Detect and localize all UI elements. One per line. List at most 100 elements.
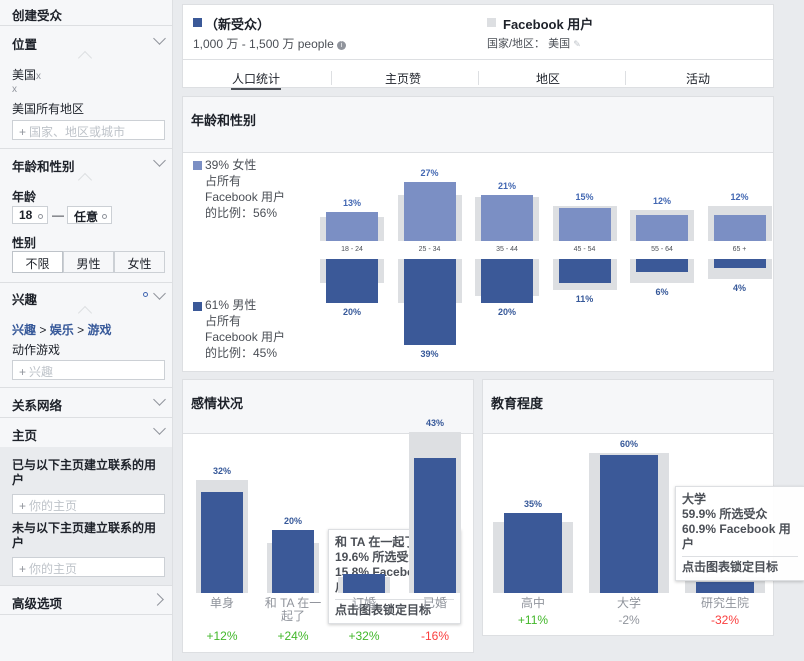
male-line1: 占所有	[205, 314, 242, 328]
female-line3: 的比例：56%	[205, 206, 278, 220]
age-tick-label: 45 - 54	[573, 246, 596, 253]
female-bar[interactable]	[713, 214, 766, 241]
category-label: 高中	[520, 596, 545, 610]
advanced-header-label: 高级选项	[12, 597, 63, 611]
female-line2: Facebook 用户	[205, 190, 286, 204]
value-bar[interactable]	[343, 574, 385, 593]
male-pct-label: 20%	[342, 307, 361, 317]
category-label: 研究生院	[700, 596, 749, 610]
remove-region-icon[interactable]: x	[12, 84, 17, 95]
change-label: +12%	[206, 629, 238, 643]
male-swatch	[193, 302, 202, 311]
connections-section-header[interactable]: 关系网络	[0, 387, 172, 417]
not-connected-pages-input[interactable]: + 你的主页	[12, 557, 165, 577]
value-bar[interactable]	[600, 455, 658, 593]
chevron-down-icon[interactable]	[153, 287, 166, 300]
female-bar[interactable]	[481, 194, 533, 241]
tab-demographics[interactable]: 人口统计	[231, 66, 281, 90]
tab-divider	[625, 71, 626, 85]
chevron-down-icon[interactable]	[153, 422, 166, 435]
breadcrumb-games-link[interactable]: 游戏	[87, 323, 112, 337]
sidebar-title: 创建受众	[12, 9, 63, 23]
interests-section-header[interactable]: 兴趣	[0, 282, 172, 314]
male-bar[interactable]	[403, 259, 456, 345]
male-summary: 61% 男性 占所有 Facebook 用户 的比例：45%	[205, 297, 285, 361]
connections-header-label: 关系网络	[12, 399, 63, 413]
age-from-select[interactable]: 18	[12, 206, 48, 224]
age-gender-section-header[interactable]: 年龄和性别	[0, 148, 172, 180]
audience-title: （新受众）	[205, 17, 271, 32]
value-pct-label: 32%	[212, 465, 231, 476]
value-bar[interactable]	[201, 492, 243, 593]
category-label: 大学	[616, 596, 641, 610]
interests-header-label: 兴趣	[12, 293, 38, 307]
gender-female-button[interactable]: 女性	[114, 251, 165, 273]
tab-divider	[331, 71, 332, 85]
connected-pages-input[interactable]: + 你的主页	[12, 494, 165, 514]
female-bar[interactable]	[558, 208, 611, 241]
chevron-down-icon[interactable]	[153, 393, 166, 406]
gender-male-button[interactable]: 男性	[63, 251, 114, 273]
value-pct-label: 43%	[425, 418, 444, 429]
age-label: 年龄	[12, 190, 37, 204]
value-bar[interactable]	[504, 512, 562, 593]
location-search-input[interactable]: + 国家、地区或城市	[12, 120, 165, 140]
tab-location[interactable]: 地区	[535, 72, 560, 86]
location-placeholder: 国家、地区或城市	[29, 125, 126, 139]
female-bar[interactable]	[403, 181, 456, 241]
age-gender-header-label: 年龄和性别	[12, 160, 75, 174]
value-pct-label: 35%	[523, 498, 542, 509]
location-section-header[interactable]: 位置	[0, 25, 172, 57]
chevron-down-icon[interactable]	[153, 32, 166, 45]
male-bar[interactable]	[558, 259, 611, 284]
age-gender-card: 年龄和性别 39% 女性 占所有 Facebook 用户 的比例：56% 61%…	[182, 96, 774, 372]
gender-all-button[interactable]: 不限	[12, 251, 63, 273]
chevron-right-icon[interactable]	[151, 593, 164, 606]
age-tick-label: 65 +	[732, 246, 747, 253]
male-bar[interactable]	[713, 259, 766, 268]
pages-section-header[interactable]: 主页	[0, 417, 172, 447]
compare-country: 国家/地区： 美国 ✎	[487, 38, 581, 50]
female-line1: 占所有	[205, 174, 242, 188]
female-bar[interactable]	[326, 212, 378, 241]
change-label: +24%	[277, 629, 309, 643]
male-bar[interactable]	[481, 259, 533, 303]
info-icon[interactable]: i	[337, 41, 347, 50]
tooltip-line2: 60.9% Facebook 用户	[682, 522, 791, 551]
female-summary: 39% 女性 占所有 Facebook 用户 的比例：56%	[205, 157, 285, 221]
change-label: -2%	[618, 613, 640, 627]
dot-icon	[143, 292, 148, 297]
tooltip-action[interactable]: 点击图表锁定目标	[682, 556, 798, 575]
remove-location-icon[interactable]: x	[36, 71, 42, 82]
tooltip-action[interactable]: 点击图表锁定目标	[335, 599, 454, 618]
tab-activity[interactable]: 活动	[685, 72, 710, 86]
edit-icon[interactable]: ✎	[573, 39, 581, 49]
relationship-title: 感情状况	[191, 396, 244, 411]
plus-icon: +	[19, 562, 27, 576]
chevron-down-icon[interactable]	[153, 154, 166, 167]
female-pct-label: 21%	[497, 180, 516, 191]
male-pct: 61% 男性	[205, 298, 257, 312]
pages-panel: 已与以下主页建立联系的用户 + 你的主页 未与以下主页建立联系的用户 + 你的主页	[0, 447, 172, 585]
age-to-select[interactable]: 任意	[67, 206, 112, 224]
breadcrumb-interests-link[interactable]: 兴趣	[12, 323, 37, 337]
female-bar[interactable]	[636, 214, 688, 241]
tooltip-title: 和 TA 在一起了	[335, 535, 417, 549]
male-bar[interactable]	[636, 259, 688, 273]
tooltip-title: 大学	[682, 492, 707, 506]
tab-divider	[478, 71, 479, 85]
change-label: -32%	[710, 613, 739, 627]
value-bar[interactable]	[414, 457, 456, 593]
interest-search-input[interactable]: + 兴趣	[12, 360, 165, 380]
value-bar[interactable]	[272, 530, 314, 593]
breadcrumb-entertainment-link[interactable]: 娱乐	[49, 323, 74, 337]
tab-page-likes[interactable]: 主页赞	[384, 72, 421, 86]
male-bar[interactable]	[326, 259, 378, 303]
interest-item: 动作游戏	[12, 343, 61, 357]
male-pct-label: 4%	[732, 282, 746, 293]
advanced-section-header[interactable]: 高级选项	[0, 585, 172, 615]
age-dash: —	[52, 208, 64, 222]
location-selected: 美国x	[12, 68, 42, 82]
interest-placeholder: 兴趣	[29, 365, 54, 379]
value-bar[interactable]	[696, 581, 754, 593]
